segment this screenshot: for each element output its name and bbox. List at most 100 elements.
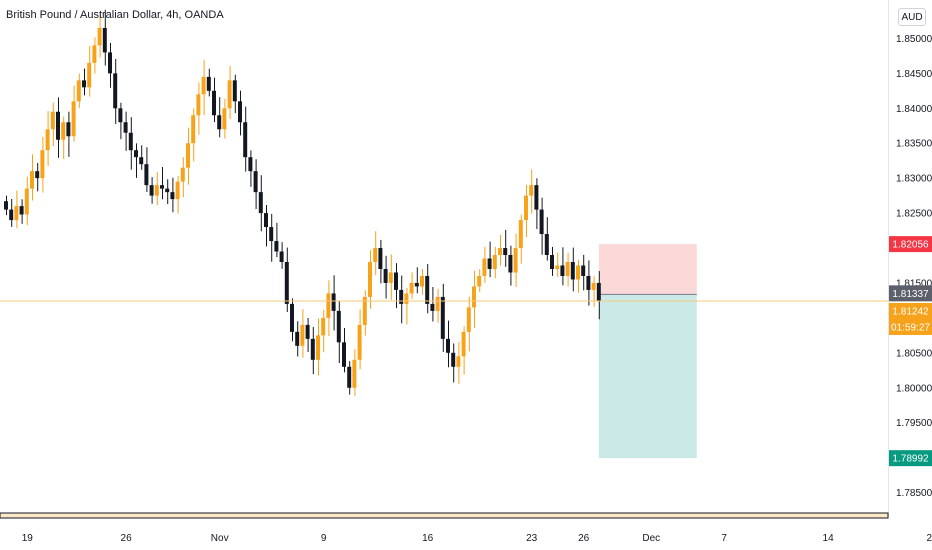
y-tick-label: 1.80000 [896,383,932,394]
candle-body [477,275,482,287]
x-tick-label: Nov [211,533,229,544]
candle-body [149,185,154,196]
x-tick-label: 7 [721,533,727,544]
candle-body [373,248,378,262]
candle-body [425,275,430,304]
candle-body [14,206,19,221]
candle-body [492,255,497,269]
take-profit-zone [598,294,697,459]
stop-loss-zone [598,244,697,295]
candle-body [498,248,502,256]
candle-body [264,213,268,228]
candle-body [305,324,310,339]
candle-body [82,80,86,88]
entry-price-label: 1.81337 [892,289,929,300]
candle-body [144,164,149,186]
candle-body [300,324,305,346]
candle-body [357,324,362,360]
candle-body [4,201,8,210]
y-tick-label: 1.83000 [896,174,932,185]
x-tick-label: Dec [642,533,660,544]
candle-body [461,331,466,357]
candle-body [435,296,440,311]
candle-body [201,76,206,95]
candle-body [191,115,196,144]
candle-body [414,282,419,287]
candle-body [316,335,320,360]
candle-body [472,286,476,308]
candle-body [71,101,76,137]
candle-body [310,338,315,360]
candle-body [596,282,601,302]
candle-body [482,258,487,276]
candle-body [217,115,222,130]
candle-body [295,331,300,346]
candle-body [87,62,92,88]
candle-body [113,73,118,109]
target-price-label-bg [889,450,932,467]
candle-body [394,272,398,290]
candle-body [160,185,164,189]
candle-body [347,366,352,388]
candle-body [196,94,201,116]
time-axis-strip [0,512,889,519]
candle-body [378,248,383,269]
candle-body [154,185,159,196]
candle-body [61,122,66,140]
candle-body [487,258,492,269]
candle-body [503,248,508,256]
candle-body [279,251,284,262]
candle-body [404,293,409,304]
candle-body [591,282,596,290]
y-tick-label: 1.84500 [896,69,932,80]
candle-body [238,101,242,123]
candle-body [9,209,14,221]
candle-body [165,188,170,193]
candle-body [430,303,435,311]
candle-body [284,261,289,304]
candle-body [108,52,112,74]
x-tick-label: 26 [121,533,133,544]
x-tick-label: 19 [22,533,34,544]
candle-body [66,122,71,137]
y-tick-label: 1.85000 [896,34,932,45]
y-tick-label: 1.83500 [896,139,932,150]
candle-body [40,150,45,179]
candle-body [508,255,513,273]
candle-body [92,45,97,63]
candle-body [97,27,102,46]
stop-price-label: 1.82056 [892,240,929,251]
candle-body [336,310,341,343]
candle-body [440,296,445,339]
candle-body [331,293,336,311]
y-tick-label: 1.82500 [896,209,932,220]
currency-unit-button[interactable]: AUD [898,8,926,26]
candle-body [586,275,591,290]
candle-body [456,356,461,367]
candle-body [550,255,554,269]
y-tick-label: 1.81500 [896,278,932,289]
target-price-label: 1.78992 [892,454,929,465]
candle-body [212,90,216,116]
candle-body [388,272,393,283]
candle-body [383,268,388,283]
candle-body [409,282,414,294]
candle-body [581,265,586,276]
entry-price-label-bg [889,285,932,302]
candle-body [420,275,424,287]
candle-body [534,185,539,210]
candle-body [50,111,55,130]
candle-body [290,303,294,332]
candle-body [539,209,544,235]
candle-body [243,122,248,158]
x-tick-label: 16 [422,533,434,544]
candle-body [206,76,211,91]
candle-body [102,27,107,53]
candle-body [466,307,471,332]
y-tick-label: 1.80500 [896,348,932,359]
candle-body [321,317,326,336]
candle-body [30,171,34,189]
candle-body [326,293,331,318]
candle-body [446,338,450,353]
